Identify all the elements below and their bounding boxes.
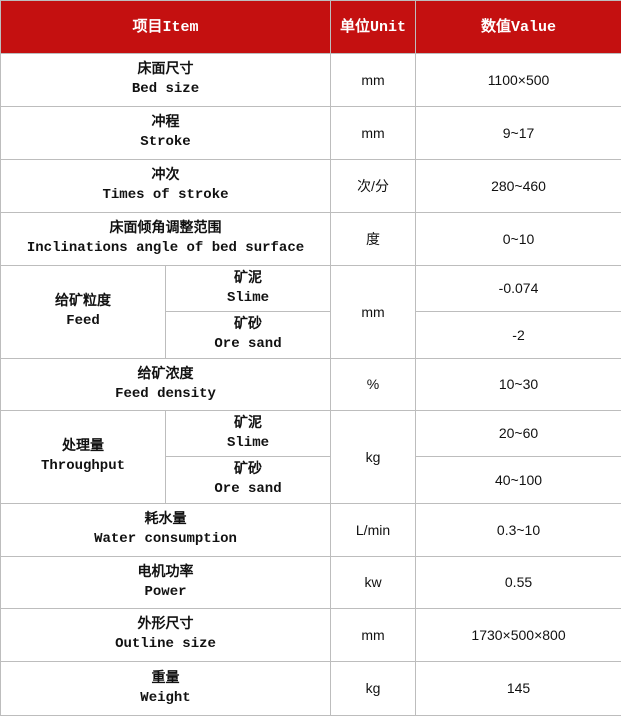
value-cell: 0.55 — [416, 557, 621, 609]
value-cell: -2 — [416, 312, 621, 359]
header-value: 数值Value — [416, 1, 621, 54]
unit-cell: kg — [331, 411, 416, 504]
value-cell: 20~60 — [416, 411, 621, 457]
unit-cell: L/min — [331, 504, 416, 557]
header-unit: 单位Unit — [331, 1, 416, 54]
value-cell: 40~100 — [416, 457, 621, 504]
value-cell: 9~17 — [416, 107, 621, 160]
unit-cell: mm — [331, 266, 416, 359]
unit-cell: mm — [331, 609, 416, 662]
unit-cell: mm — [331, 54, 416, 107]
value-cell: 0.3~10 — [416, 504, 621, 557]
unit-cell: 次/分 — [331, 160, 416, 213]
value-cell: 280~460 — [416, 160, 621, 213]
value-cell: 0~10 — [416, 213, 621, 266]
value-cell: -0.074 — [416, 266, 621, 312]
unit-cell: kg — [331, 662, 416, 716]
header-item: 项目Item — [1, 1, 331, 54]
value-cell: 10~30 — [416, 359, 621, 411]
value-cell: 1730×500×800 — [416, 609, 621, 662]
value-cell: 1100×500 — [416, 54, 621, 107]
unit-cell: mm — [331, 107, 416, 160]
unit-cell: 度 — [331, 213, 416, 266]
header-row: 项目Item 单位Unit 数值Value — [1, 1, 621, 54]
unit-cell: % — [331, 359, 416, 411]
value-cell: 145 — [416, 662, 621, 716]
unit-cell: kw — [331, 557, 416, 609]
